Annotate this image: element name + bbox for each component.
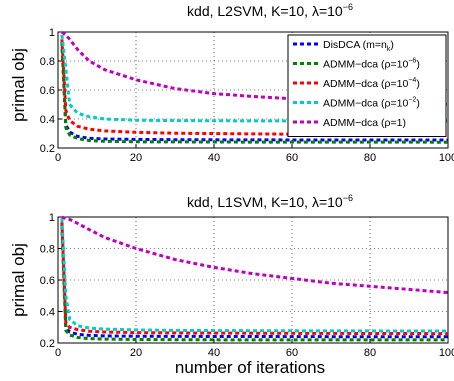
y-tick-label: 0.8	[40, 244, 55, 256]
x-tick-label: 0	[55, 152, 61, 164]
y-tick-label: 0.2	[40, 338, 55, 350]
series-line-2	[60, 224, 448, 342]
bottom-plot-area: 0 20 40 60 80 100 0.2 0.4 0.6 0.8 1	[40, 212, 454, 359]
series-line-3	[60, 39, 449, 137]
x-tick-label: 80	[364, 152, 376, 164]
y-tick-label: 1	[49, 27, 55, 39]
legend-entry-1: DisDCA (m=nk)	[323, 39, 394, 53]
series-line-3	[60, 221, 449, 336]
x-tick-label: 100	[439, 347, 454, 359]
y-tick-label: 0.6	[40, 85, 55, 97]
x-tick-label: 60	[286, 152, 298, 164]
series-line-1	[60, 224, 448, 339]
y-tick-label: 0.6	[40, 275, 55, 287]
x-tick-label: 40	[208, 347, 220, 359]
top-y-axis-label: primal obj	[9, 48, 28, 122]
y-tick-label: 0.4	[40, 114, 55, 126]
x-tick-label: 100	[439, 152, 454, 164]
legend-box	[287, 34, 447, 137]
bottom-panel: kdd, L1SVM, K=10, λ=10−6 primal obj 0 20 4…	[9, 193, 454, 377]
x-tick-label: 40	[208, 152, 220, 164]
series-line-4	[60, 34, 449, 123]
series-line-5	[61, 30, 449, 106]
y-tick-label: 0.4	[40, 307, 55, 319]
bottom-y-axis-label: primal obj	[9, 243, 28, 317]
top-chart-title: kdd, L2SVM, K=10, λ=10−6	[187, 2, 353, 19]
x-tick-label: 0	[55, 347, 61, 359]
series-line-5	[61, 215, 449, 295]
y-tick-label: 1	[49, 212, 55, 224]
legend-entry-5: ADMM−dca (ρ=1)	[323, 117, 406, 129]
series-line-4	[60, 218, 449, 333]
legend-entry-2: ADMM−dca (ρ=10−6)	[323, 58, 420, 71]
legend: DisDCA (m=nk) ADMM−dca (ρ=10−6) ADMM−dca (…	[287, 34, 447, 137]
bottom-chart-title: kdd, L1SVM, K=10, λ=10−6	[187, 193, 353, 210]
legend-entry-3: ADMM−dca (ρ=10−4)	[323, 77, 420, 90]
legend-entry-4: ADMM−dca (ρ=10−2)	[323, 97, 420, 110]
x-tick-label: 20	[130, 152, 142, 164]
y-tick-label: 0.2	[40, 143, 55, 155]
x-tick-label: 20	[130, 347, 142, 359]
x-axis-label: number of iterations	[175, 358, 325, 377]
y-tick-label: 0.8	[40, 56, 55, 68]
series-line-1	[60, 42, 448, 142]
top-panel: kdd, L2SVM, K=10, λ=10−6 primal obj 0 20 4…	[9, 2, 454, 164]
x-tick-label: 80	[364, 347, 376, 359]
axes-frame	[57, 216, 449, 344]
series-line-2	[60, 42, 449, 144]
x-tick-label: 60	[286, 347, 298, 359]
